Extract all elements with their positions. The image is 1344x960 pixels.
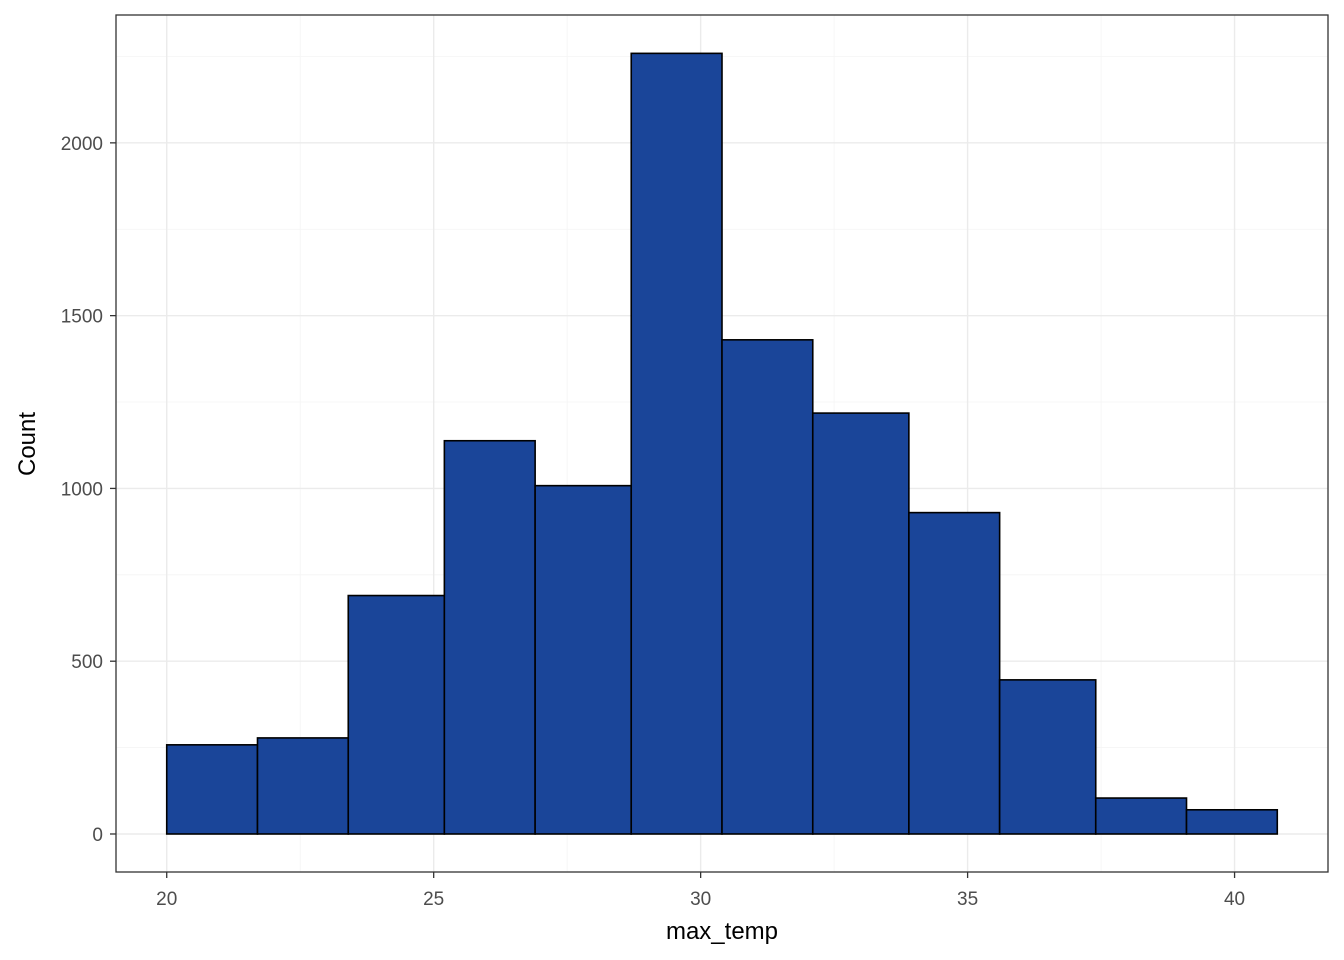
x-tick-label: 30 — [690, 889, 711, 910]
y-axis-title: Count — [14, 412, 41, 476]
histogram-bar — [630, 52, 723, 835]
y-tick-label: 500 — [71, 652, 103, 673]
y-tick-label: 2000 — [61, 134, 103, 155]
x-tick-label: 40 — [1224, 889, 1245, 910]
histogram-bar — [998, 679, 1097, 835]
x-tick-label: 35 — [957, 889, 978, 910]
histogram-bar — [721, 339, 814, 835]
histogram-bar — [908, 511, 1001, 835]
histogram-bars — [165, 52, 1279, 835]
histogram-bar — [811, 412, 910, 835]
x-tick-label: 25 — [423, 889, 444, 910]
y-axis: 0 500 1000 1500 2000 — [61, 134, 116, 846]
histogram-bar — [256, 737, 350, 835]
x-tick-label: 20 — [156, 889, 177, 910]
panel-border — [115, 14, 1329, 873]
histogram-bar — [347, 594, 446, 835]
histogram-bar — [443, 439, 536, 835]
histogram-bar — [1094, 797, 1188, 835]
histogram-bar — [165, 744, 259, 835]
y-tick-label: 0 — [92, 825, 103, 846]
x-axis: 20 25 30 35 40 — [156, 872, 1245, 910]
y-tick-label: 1500 — [61, 307, 103, 328]
histogram-bar — [1185, 808, 1279, 835]
histogram-bar — [534, 484, 633, 835]
x-axis-title: max_temp — [666, 918, 778, 945]
y-tick-label: 1000 — [61, 479, 103, 500]
